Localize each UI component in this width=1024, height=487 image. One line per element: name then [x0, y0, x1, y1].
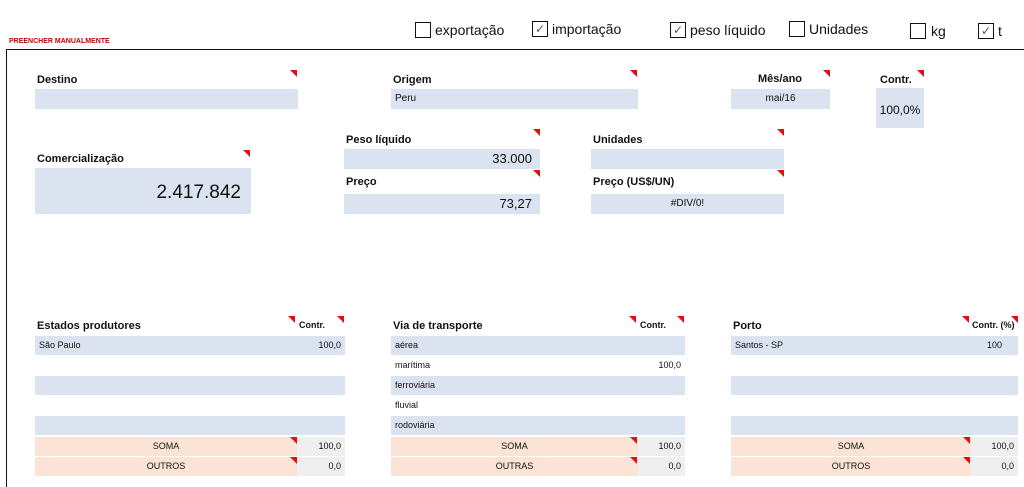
comment-flag — [917, 70, 924, 77]
table-row[interactable]: Santos - SP 100 — [731, 336, 1018, 355]
comment-flag — [533, 129, 540, 136]
comment-flag — [630, 457, 637, 464]
frame-top-border — [6, 49, 1024, 50]
table-row[interactable]: marítima 100,0 — [391, 356, 685, 375]
preco-usd-field[interactable]: #DIV/0! — [591, 194, 784, 214]
destino-label: Destino — [37, 74, 78, 86]
comment-flag — [777, 129, 784, 136]
comment-flag — [963, 437, 970, 444]
table-row[interactable]: ferroviária — [391, 376, 685, 395]
row-name: Santos - SP — [735, 340, 784, 350]
porto-outros-label: OUTROS — [731, 457, 971, 476]
estados-outros-value: 0,0 — [297, 457, 345, 476]
comment-flag — [337, 316, 344, 323]
table-row[interactable] — [35, 356, 345, 375]
comment-flag — [777, 170, 784, 177]
table-row[interactable]: rodoviária — [391, 416, 685, 435]
row-name: fluvial — [395, 400, 419, 410]
preco-field[interactable]: 73,27 — [344, 194, 540, 214]
preco-label: Preço — [346, 176, 377, 188]
row-value: 100,0 — [318, 340, 341, 350]
porto-contr-header: Contr. (%) — [972, 320, 1015, 330]
comment-flag — [1011, 316, 1018, 323]
comment-flag — [290, 437, 297, 444]
row-name: rodoviária — [395, 420, 435, 430]
checkbox-unidades[interactable] — [789, 21, 805, 37]
checkbox-peso-liquido[interactable]: ✓ — [670, 22, 686, 38]
table-row[interactable] — [35, 376, 345, 395]
peso-liquido-label: Peso líquido — [346, 134, 412, 146]
comment-flag — [533, 170, 540, 177]
checkbox-exportacao[interactable] — [415, 22, 431, 38]
comment-flag — [823, 70, 830, 77]
checkbox-peso-liquido-label: peso líquido — [690, 22, 766, 38]
table-row[interactable] — [731, 356, 1018, 375]
mes-ano-label: Mês/ano — [758, 73, 803, 85]
destino-field[interactable] — [35, 89, 298, 109]
contr-field[interactable]: 100,0% — [876, 88, 924, 128]
checkbox-importacao[interactable]: ✓ — [532, 21, 548, 37]
via-soma-label: SOMA — [391, 437, 638, 456]
comercializacao-label: Comercialização — [37, 153, 124, 165]
origem-label: Origem — [393, 74, 432, 86]
table-row[interactable] — [731, 376, 1018, 395]
comment-flag — [630, 70, 637, 77]
estados-soma-label: SOMA — [35, 437, 297, 456]
estados-produtores-title: Estados produtores — [37, 320, 141, 332]
mes-ano-field[interactable]: mai/16 — [731, 89, 830, 109]
checkbox-importacao-label: importação — [552, 21, 622, 37]
table-row[interactable]: fluvial — [391, 396, 685, 415]
unidades-label: Unidades — [593, 134, 643, 146]
comment-flag — [963, 457, 970, 464]
porto-soma-label: SOMA — [731, 437, 971, 456]
preco-usd-label: Preço (US$/UN) — [593, 176, 675, 188]
comercializacao-field[interactable]: 2.417.842 — [35, 168, 251, 214]
fill-manually-note: PREENCHER MANUALMENTE — [9, 38, 110, 45]
via-outras-label: OUTRAS — [391, 457, 638, 476]
frame-left-border — [6, 49, 7, 487]
row-value: 100 — [986, 340, 1002, 350]
comment-flag — [629, 316, 636, 323]
contr-label: Contr. — [880, 74, 912, 86]
via-transporte-title: Via de transporte — [393, 320, 483, 332]
checkbox-kg[interactable] — [910, 23, 926, 39]
comment-flag — [962, 316, 969, 323]
unidades-field[interactable] — [591, 149, 784, 169]
comment-flag — [290, 70, 297, 77]
table-row[interactable] — [731, 416, 1018, 435]
table-row[interactable] — [35, 416, 345, 435]
porto-outros-value: 0,0 — [971, 457, 1018, 476]
via-contr-header: Contr. — [640, 320, 666, 330]
origem-field[interactable]: Peru — [391, 89, 638, 109]
comment-flag — [243, 150, 250, 157]
comment-flag — [630, 437, 637, 444]
table-row[interactable]: São Paulo 100,0 — [35, 336, 345, 355]
estados-soma-value: 100,0 — [297, 437, 345, 456]
checkbox-kg-label: kg — [931, 23, 946, 39]
estados-contr-header: Contr. — [299, 320, 325, 330]
peso-liquido-field[interactable]: 33.000 — [344, 149, 540, 169]
comment-flag — [677, 316, 684, 323]
table-row[interactable]: aérea — [391, 336, 685, 355]
porto-soma-value: 100,0 — [971, 437, 1018, 456]
comment-flag — [288, 316, 295, 323]
row-name: marítima — [395, 360, 431, 370]
table-row[interactable] — [731, 396, 1018, 415]
row-name: aérea — [395, 340, 419, 350]
checkbox-t-label: t — [998, 23, 1002, 39]
table-row[interactable] — [35, 396, 345, 415]
checkbox-t[interactable]: ✓ — [978, 23, 994, 39]
row-name: ferroviária — [395, 380, 436, 390]
estados-outros-label: OUTROS — [35, 457, 297, 476]
comment-flag — [290, 457, 297, 464]
via-outras-value: 0,0 — [638, 457, 685, 476]
checkbox-unidades-label: Unidades — [809, 21, 869, 37]
checkbox-exportacao-label: exportação — [435, 22, 505, 38]
row-value: 100,0 — [658, 360, 681, 370]
row-name: São Paulo — [39, 340, 81, 350]
porto-title: Porto — [733, 320, 762, 332]
via-soma-value: 100,0 — [638, 437, 685, 456]
